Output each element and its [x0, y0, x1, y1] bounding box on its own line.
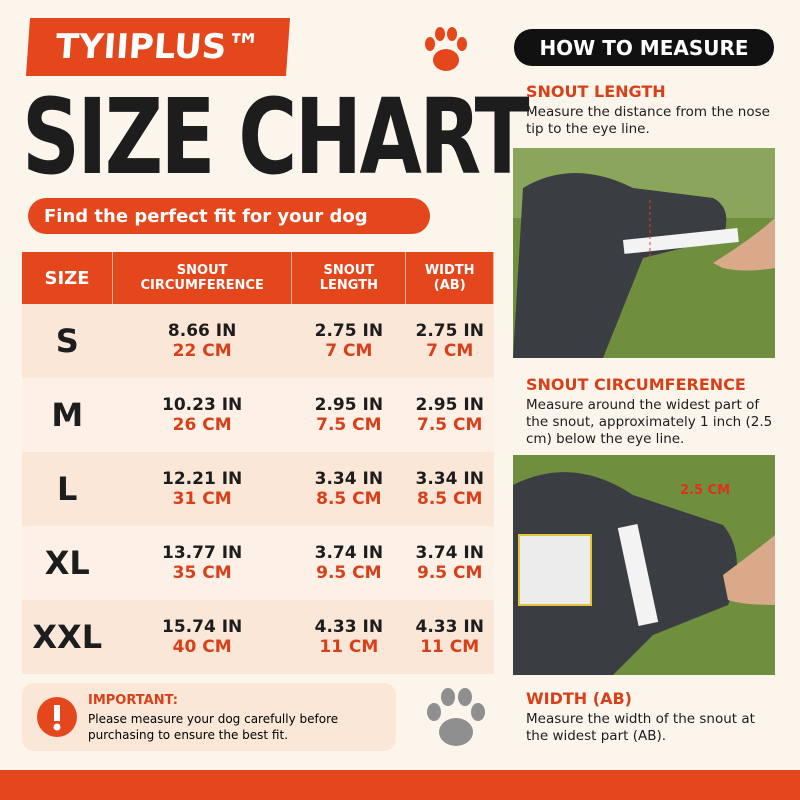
measure-cell: 2.95 IN 7.5 CM — [405, 378, 494, 452]
column-header: SIZE — [22, 252, 113, 304]
cm-value: 7 CM — [325, 341, 373, 361]
photo-label: 2.5 CM — [680, 483, 731, 498]
cm-value: 40 CM — [172, 637, 232, 657]
inch-value: 2.95 IN — [314, 395, 384, 415]
section-heading: SNOUT CIRCUMFERENCE — [526, 375, 746, 394]
important-title: IMPORTANT: — [88, 693, 178, 708]
section-text: Measure the distance from the nose tip t… — [526, 104, 770, 137]
inch-value: 4.33 IN — [314, 617, 384, 637]
measure-cell: 3.34 IN 8.5 CM — [291, 452, 406, 526]
size-row: XL 13.77 IN 35 CM 3.74 IN 9.5 CM 3.74 IN 9.5 C… — [22, 526, 494, 600]
column-header: SNOUT LENGTH — [291, 252, 407, 304]
measure-cell: 3.74 IN 9.5 CM — [291, 526, 406, 600]
measure-cell: 13.77 IN 35 CM — [112, 526, 292, 600]
section-text: Measure around the widest part of the sn… — [526, 397, 773, 447]
inch-value: 4.33 IN — [415, 617, 484, 637]
measure-cell: 8.66 IN 22 CM — [112, 304, 292, 378]
inch-value: 13.77 IN — [162, 543, 243, 563]
footer-band — [0, 770, 800, 800]
header-row: SIZE SNOUT CIRCUMFERENCE SNOUT LENGTH WIDTH… — [22, 252, 494, 304]
cm-value: 8.5 CM — [316, 489, 382, 509]
section-text: Measure the width of the snout at the wi… — [526, 711, 755, 744]
inch-value: 10.23 IN — [162, 395, 243, 415]
section-heading: WIDTH (AB) — [526, 689, 632, 708]
important-box: IMPORTANT: Please measure your dog caref… — [22, 683, 396, 751]
important-text: Please measure your dog carefully before… — [88, 712, 339, 742]
cm-value: 31 CM — [172, 489, 232, 509]
inch-value: 3.74 IN — [415, 543, 484, 563]
size-row: S 8.66 IN 22 CM 2.75 IN 7 CM 2.75 IN 7 CM — [22, 304, 494, 378]
column-header: SNOUT CIRCUMFERENCE — [112, 252, 293, 304]
measure-cell: 2.75 IN 7 CM — [291, 304, 406, 378]
column-header: WIDTH (AB) — [405, 252, 494, 304]
inch-value: 8.66 IN — [167, 321, 237, 341]
size-row: M 10.23 IN 26 CM 2.95 IN 7.5 CM 2.95 IN 7.5 CM — [22, 378, 494, 452]
section-heading: SNOUT LENGTH — [526, 82, 666, 101]
measure-cell: 2.95 IN 7.5 CM — [291, 378, 406, 452]
inch-value: 3.74 IN — [314, 543, 384, 563]
inch-value: 3.34 IN — [415, 469, 484, 489]
paw-icon — [425, 27, 467, 71]
cm-value: 9.5 CM — [416, 563, 483, 583]
size-row: L 12.21 IN 31 CM 3.34 IN 8.5 CM 3.34 IN 8.5 CM — [22, 452, 494, 526]
cm-value: 7.5 CM — [316, 415, 382, 435]
size-table: SIZE SNOUT CIRCUMFERENCE SNOUT LENGTH WIDTH… — [22, 252, 494, 674]
size-cell: XXL — [22, 600, 113, 674]
measure-cell: 4.33 IN 11 CM — [291, 600, 406, 674]
paw-icon-gray — [427, 688, 485, 746]
inch-value: 2.75 IN — [314, 321, 384, 341]
cm-value: 11 CM — [420, 637, 480, 657]
measure-cell: 12.21 IN 31 CM — [112, 452, 292, 526]
cm-value: 9.5 CM — [316, 563, 382, 583]
measure-cell: 3.74 IN 9.5 CM — [405, 526, 494, 600]
cm-value: 8.5 CM — [416, 489, 483, 509]
size-cell: L — [22, 452, 113, 526]
photo-snout-length — [513, 148, 775, 358]
cm-value: 11 CM — [319, 637, 379, 657]
title: SIZE CHART — [22, 76, 529, 198]
size-cell: M — [22, 378, 113, 452]
cm-value: 7 CM — [426, 341, 474, 361]
measure-cell: 15.74 IN 40 CM — [112, 600, 292, 674]
alert-icon — [37, 697, 77, 737]
brand: TYIIPLUS™ — [25, 18, 291, 76]
inch-value: 12.21 IN — [162, 469, 243, 489]
inch-value: 2.75 IN — [415, 321, 484, 341]
inch-value: 2.95 IN — [415, 395, 484, 415]
measure-title: HOW TO MEASURE — [514, 29, 774, 66]
measure-cell: 3.34 IN 8.5 CM — [405, 452, 494, 526]
cm-value: 26 CM — [172, 415, 232, 435]
measure-cell: 4.33 IN 11 CM — [405, 600, 494, 674]
measure-cell: 2.75 IN 7 CM — [405, 304, 494, 378]
measure-cell: 10.23 IN 26 CM — [112, 378, 292, 452]
size-cell: XL — [22, 526, 113, 600]
cm-value: 35 CM — [172, 563, 232, 583]
inch-value: 15.74 IN — [162, 617, 243, 637]
size-row: XXL 15.74 IN 40 CM 4.33 IN 11 CM 4.33 IN 11 CM — [22, 600, 494, 674]
size-cell: S — [22, 304, 113, 378]
inch-value: 3.34 IN — [314, 469, 384, 489]
cm-value: 7.5 CM — [416, 415, 483, 435]
cm-value: 22 CM — [172, 341, 232, 361]
photo-snout-circumference — [513, 455, 775, 675]
subtitle: Find the perfect fit for your dog — [28, 198, 430, 234]
